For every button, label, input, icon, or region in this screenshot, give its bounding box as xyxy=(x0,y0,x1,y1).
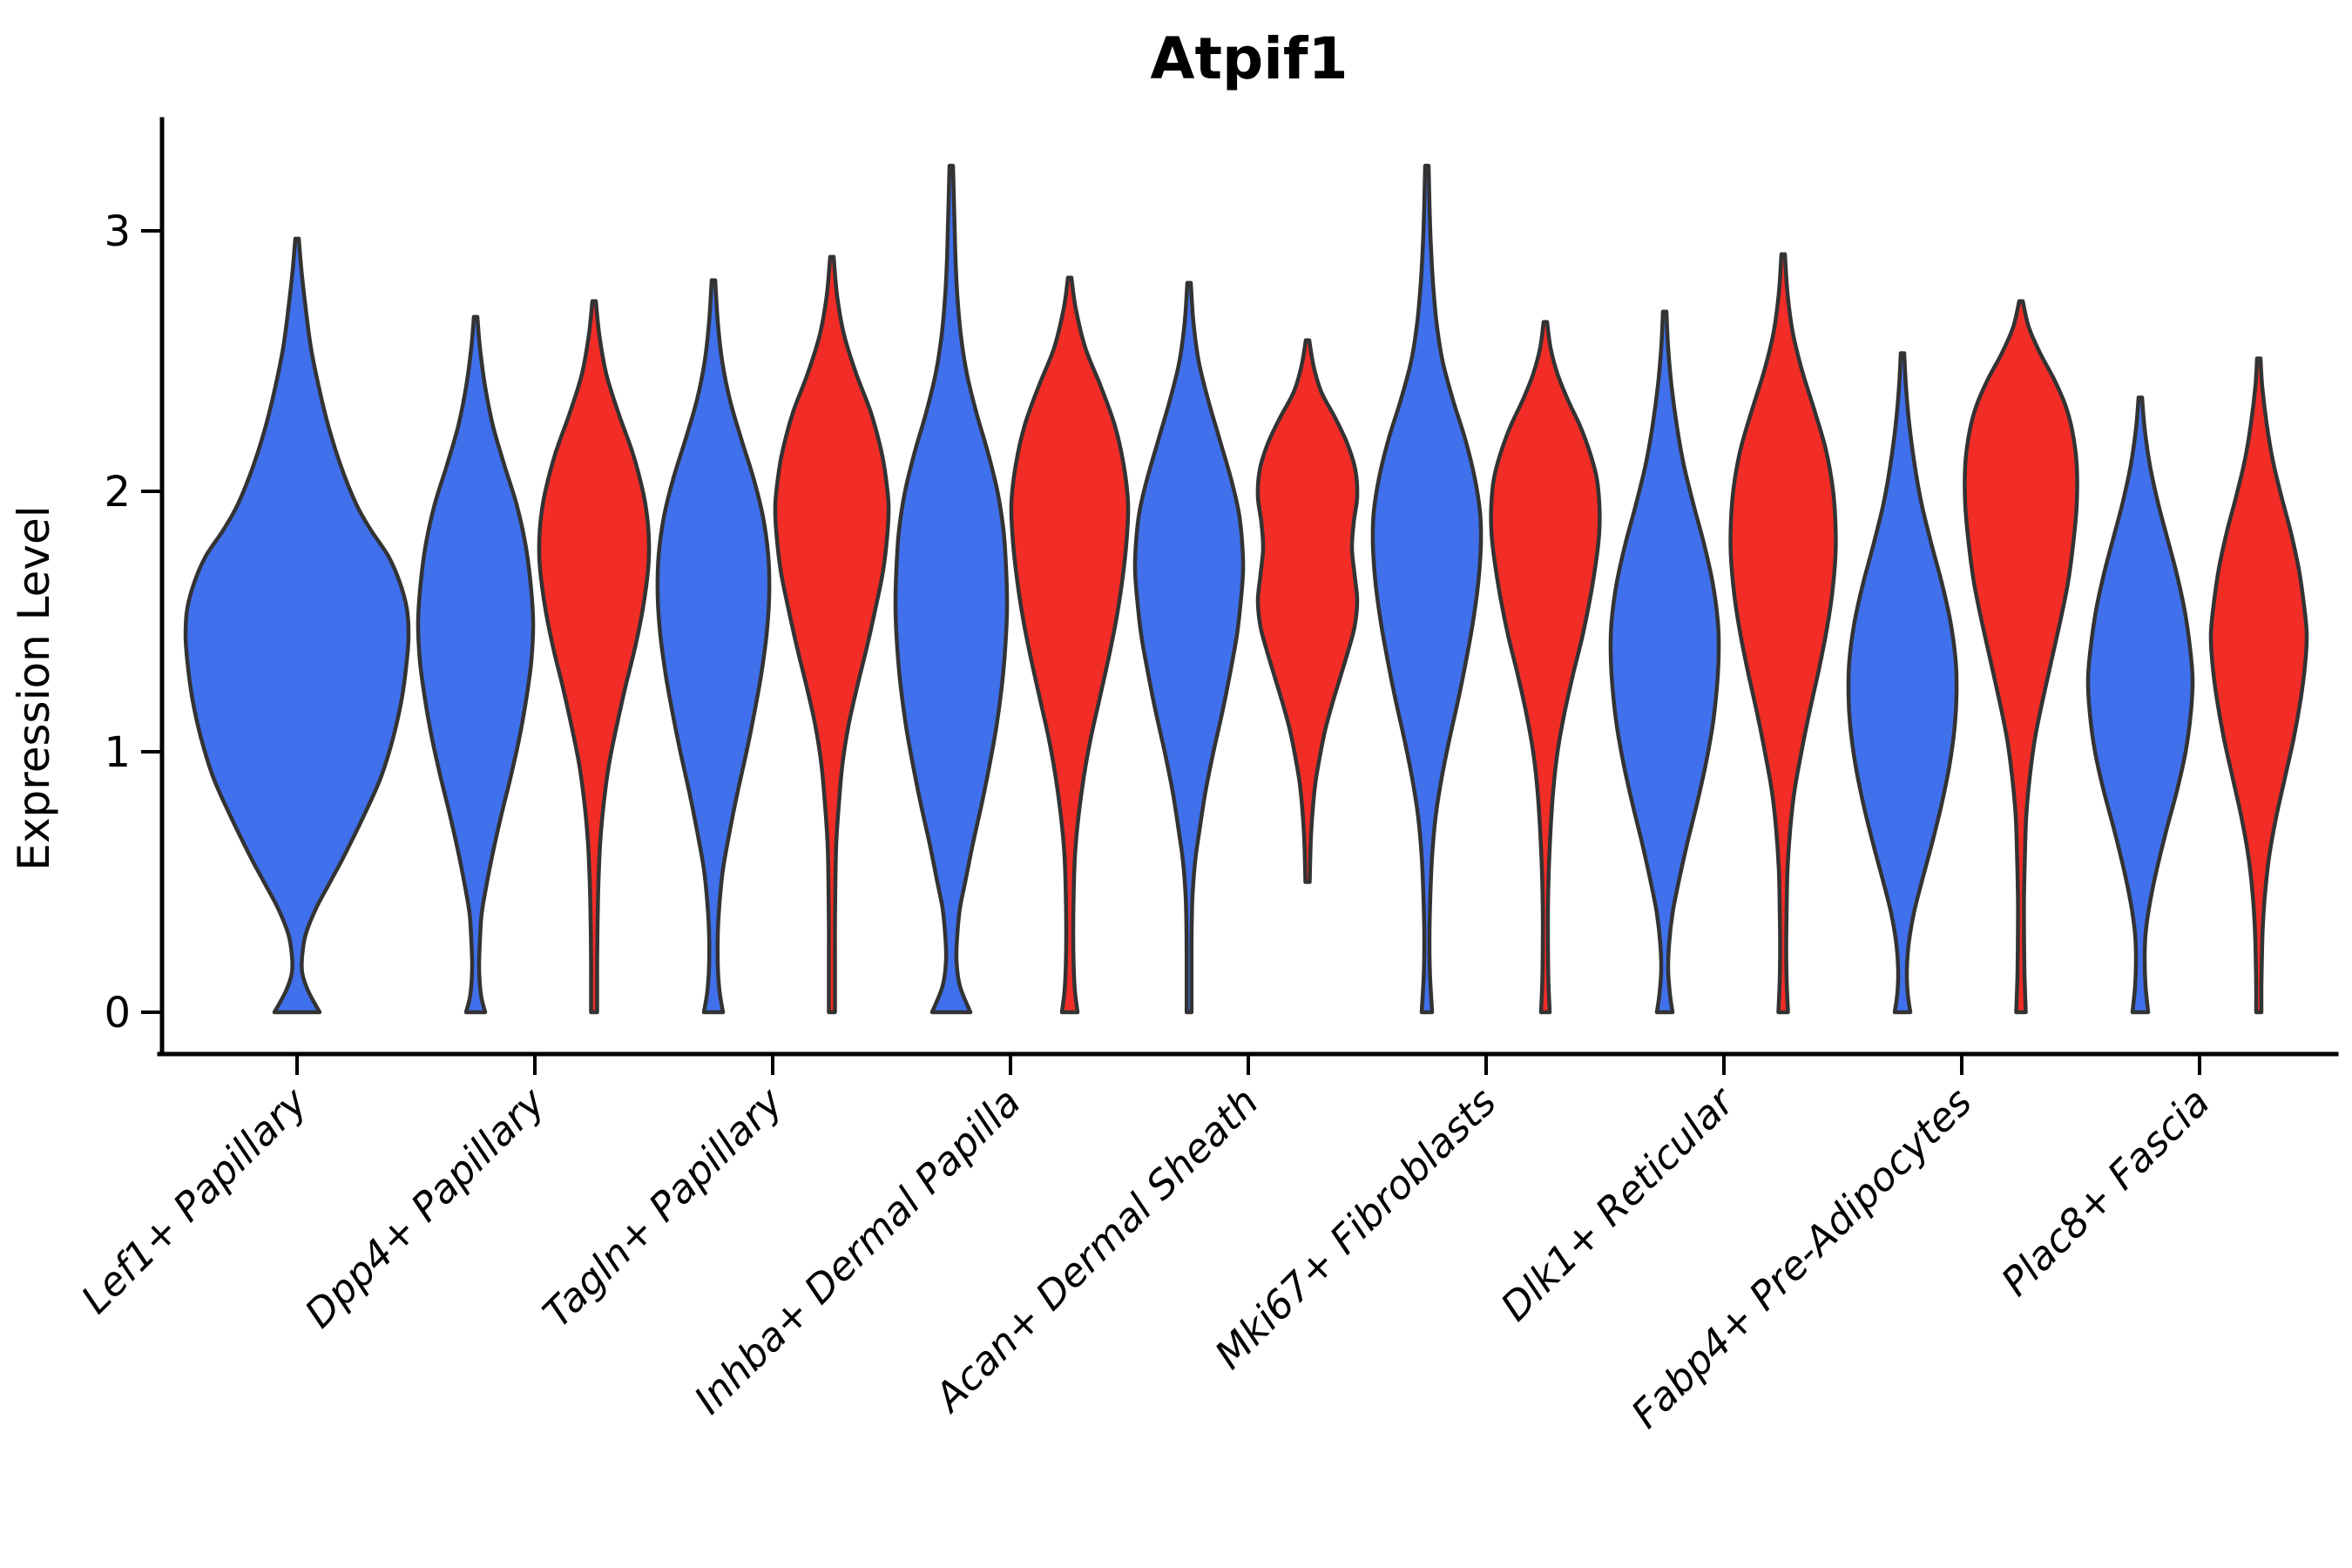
y-tick-label: 3 xyxy=(104,207,131,256)
y-axis-label: Expression Level xyxy=(9,505,59,870)
x-tick-label: Dpp4+ Papillary xyxy=(296,1078,555,1336)
y-tick-label: 2 xyxy=(104,468,131,517)
violin-fabp4-pre-adipocytes-red xyxy=(1963,299,2079,1015)
x-tick-label: Tagln+ Papillary xyxy=(534,1078,793,1336)
chart-title: Atpif1 xyxy=(1150,25,1348,92)
y-tick-label: 1 xyxy=(104,728,131,777)
violin-dlk1-reticular-red xyxy=(1728,252,1838,1015)
violin-lef1-papillary-blue xyxy=(183,236,411,1015)
violin-dpp4-papillary-blue xyxy=(416,314,536,1015)
violin-inhba-dermal-papilla-blue xyxy=(893,164,1010,1015)
violin-fabp4-pre-adipocytes-blue xyxy=(1846,351,1959,1015)
violin-plac8-fascia-blue xyxy=(2085,395,2195,1015)
x-tick-label: Plac8+ Fascia xyxy=(1992,1078,2219,1305)
violin-plac8-fascia-red xyxy=(2208,356,2309,1015)
violin-dlk1-reticular-blue xyxy=(1608,309,1721,1015)
violin-mki67-fibroblasts-blue xyxy=(1370,164,1484,1015)
violins-layer xyxy=(183,164,2309,1015)
violin-tagln-papillary-blue xyxy=(655,278,772,1015)
violin-mki67-fibroblasts-red xyxy=(1489,320,1602,1015)
violin-acan-dermal-sheath-blue xyxy=(1132,280,1246,1015)
violin-dpp4-papillary-red xyxy=(537,299,652,1015)
violin-acan-dermal-sheath-red xyxy=(1255,338,1360,884)
violin-inhba-dermal-papilla-red xyxy=(1009,275,1131,1015)
y-tick-label: 0 xyxy=(104,989,131,1037)
x-tick-label: Dlk1+ Reticular xyxy=(1491,1078,1744,1330)
x-tick-label: Lef1+ Papillary xyxy=(72,1078,317,1322)
violin-tagln-papillary-red xyxy=(773,254,891,1015)
